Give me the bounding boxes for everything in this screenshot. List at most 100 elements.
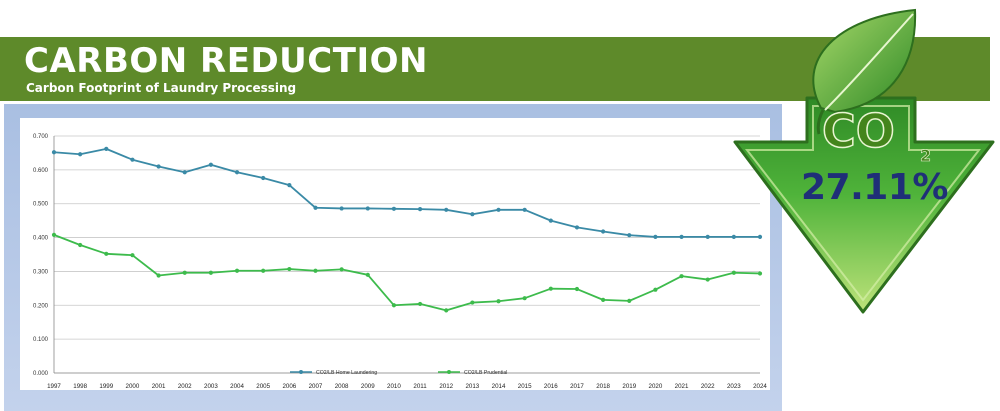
- data-point: [470, 212, 475, 217]
- data-point: [208, 270, 213, 275]
- data-point: [470, 300, 475, 305]
- co2-label: CO: [821, 104, 895, 158]
- y-tick-label: 0.700: [33, 134, 49, 140]
- x-tick-label: 2016: [544, 383, 558, 390]
- page-subtitle: Carbon Footprint of Laundry Processing: [26, 81, 297, 95]
- x-tick-label: 2011: [413, 383, 427, 390]
- legend-label: CO2/LB Home Laundering: [316, 370, 377, 376]
- x-tick-label: 2022: [701, 383, 715, 390]
- x-tick-label: 2014: [492, 383, 506, 390]
- x-tick-label: 2000: [126, 383, 140, 390]
- data-point: [339, 206, 344, 211]
- data-point: [444, 207, 449, 212]
- data-point: [261, 175, 266, 181]
- data-point: [208, 162, 213, 167]
- data-point: [757, 234, 763, 239]
- data-point: [104, 251, 109, 256]
- x-tick-label: 2013: [465, 383, 479, 390]
- x-tick-label: 2020: [649, 383, 663, 390]
- y-tick-label: 0.500: [33, 202, 49, 208]
- data-point: [705, 277, 710, 282]
- x-tick-label: 2018: [596, 383, 610, 390]
- leaf-vein: [824, 13, 914, 111]
- x-tick-label: 1998: [73, 383, 87, 390]
- x-tick-label: 2002: [178, 383, 192, 390]
- x-tick-label: 1999: [99, 383, 113, 390]
- data-point: [104, 146, 109, 151]
- x-tick-label: 2017: [570, 383, 584, 390]
- x-tick-label: 2007: [309, 383, 323, 390]
- x-tick-label: 2021: [675, 383, 689, 390]
- co2-subscript: 2: [920, 146, 932, 165]
- legend-label: CO2/LB Prudential: [464, 370, 507, 376]
- data-point: [548, 218, 553, 223]
- x-tick-label: 2009: [361, 383, 375, 390]
- x-tick-label: 2004: [230, 383, 244, 390]
- leaf-shape: [812, 8, 917, 114]
- data-point: [78, 242, 83, 248]
- legend-marker: [447, 370, 451, 374]
- page-title: CARBON REDUCTION: [24, 41, 428, 81]
- data-point: [496, 299, 501, 304]
- data-point: [627, 298, 632, 303]
- data-point: [182, 170, 187, 175]
- data-point: [287, 182, 292, 188]
- data-point: [156, 164, 161, 169]
- data-point: [627, 233, 632, 238]
- data-point: [261, 268, 266, 273]
- data-point: [574, 286, 580, 292]
- data-point: [417, 301, 423, 307]
- x-tick-label: 2015: [518, 383, 532, 390]
- data-point: [391, 206, 397, 211]
- series-line-home-laundering: [53, 147, 760, 238]
- data-point: [365, 272, 370, 277]
- arrow-highlight: [744, 105, 982, 302]
- data-point: [522, 296, 527, 301]
- data-point: [391, 303, 397, 308]
- data-point: [601, 297, 606, 302]
- x-tick-label: 2006: [282, 383, 296, 390]
- data-point: [444, 308, 449, 313]
- data-point: [51, 150, 57, 155]
- data-point: [705, 234, 710, 239]
- data-point: [313, 268, 318, 273]
- y-tick-label: 0.200: [33, 303, 49, 309]
- data-point: [365, 206, 370, 211]
- data-point: [182, 270, 187, 275]
- x-tick-label: 2023: [727, 383, 741, 390]
- x-tick-label: 2003: [204, 383, 218, 390]
- x-tick-label: 2005: [256, 383, 270, 390]
- x-tick-label: 2019: [622, 383, 636, 390]
- co2-reduction-badge-icon: [733, 8, 995, 314]
- x-tick-label: 1997: [47, 383, 61, 390]
- data-point: [653, 287, 658, 292]
- data-point: [731, 234, 736, 239]
- x-tick-label: 2024: [753, 383, 767, 390]
- data-point: [522, 207, 527, 212]
- x-tick-label: 2012: [439, 383, 453, 390]
- y-tick-label: 0.300: [33, 269, 49, 275]
- data-point: [313, 205, 318, 210]
- chart-frame: 0.000 0.100 0.200 0.300 0.400 0.500 0.600 0.700…: [4, 104, 782, 411]
- data-point: [234, 170, 240, 175]
- data-point: [496, 207, 501, 212]
- data-point: [287, 266, 292, 272]
- data-point: [653, 234, 658, 239]
- x-tick-label: 2010: [387, 383, 401, 390]
- data-point: [156, 273, 161, 278]
- y-tick-label: 0.400: [33, 236, 49, 242]
- data-point: [339, 267, 344, 272]
- data-point: [574, 225, 580, 230]
- data-point: [548, 286, 553, 291]
- data-point: [757, 271, 763, 276]
- line-chart: 0.000 0.100 0.200 0.300 0.400 0.500 0.600 0.700…: [33, 134, 767, 390]
- y-tick-label: 0.000: [33, 371, 49, 377]
- data-point: [130, 157, 135, 162]
- data-point: [679, 274, 684, 279]
- data-point: [731, 270, 736, 275]
- y-tick-label: 0.600: [33, 168, 49, 174]
- legend-marker: [299, 370, 303, 374]
- x-tick-label: 2008: [335, 383, 349, 390]
- data-point: [78, 152, 83, 157]
- down-arrow-shape: [733, 96, 995, 314]
